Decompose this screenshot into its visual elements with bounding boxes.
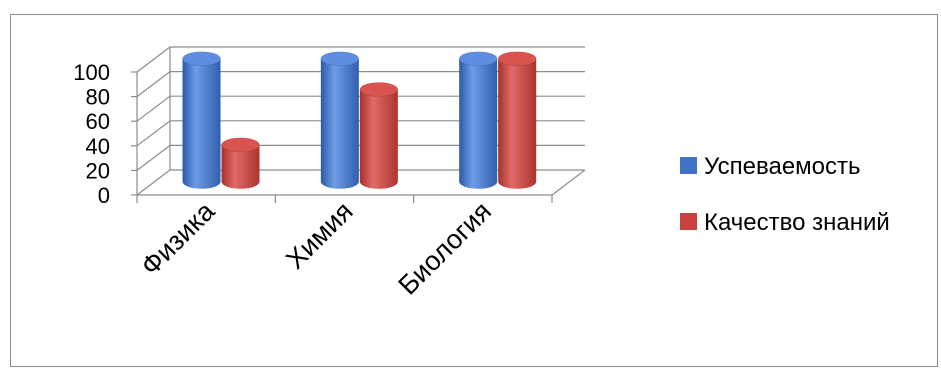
bar-body — [221, 144, 260, 189]
legend-item: Качество знаний — [680, 209, 890, 236]
y-tick-label: 40 — [86, 134, 110, 159]
bar-uspevaemost-0 — [182, 51, 221, 189]
bar-body — [498, 58, 537, 189]
bar-top — [497, 51, 537, 67]
bar-uspevaemost-1 — [320, 51, 360, 189]
legend-item: Успеваемость — [680, 153, 861, 180]
gridline-side — [136, 120, 171, 147]
bar-body — [459, 58, 498, 189]
bar-top — [221, 137, 260, 153]
legend-label: Успеваемость — [704, 153, 861, 180]
gridline-side — [136, 144, 171, 171]
y-tick-label: 80 — [86, 85, 110, 110]
x-category-label: Физика — [135, 195, 221, 281]
y-tick-label: 20 — [86, 158, 110, 183]
gridline-side — [136, 46, 171, 73]
legend-swatch — [680, 213, 697, 230]
bars — [182, 51, 537, 189]
legend-label: Качество знаний — [704, 209, 890, 236]
gridline-side — [136, 71, 171, 98]
bar-body — [320, 58, 359, 189]
bar-top — [458, 51, 498, 67]
bar-uspevaemost-2 — [458, 51, 498, 189]
gridline-side — [136, 95, 171, 122]
x-category-label: Биология — [393, 196, 498, 301]
x-category-label: Химия — [280, 196, 359, 275]
legend: Успеваемость Качество знаний — [680, 153, 890, 236]
y-tick-label: 100 — [73, 60, 110, 85]
bar-top — [320, 51, 360, 67]
bar-body — [359, 89, 398, 189]
bar-top — [182, 51, 221, 67]
legend-swatch — [680, 157, 697, 174]
floor-right-edge — [551, 169, 586, 196]
bar-kachestvo-2 — [497, 51, 537, 189]
bar-top — [359, 82, 399, 97]
bar-body — [182, 58, 221, 189]
bar-kachestvo-1 — [359, 82, 399, 189]
gridline-side — [136, 169, 171, 196]
y-tick-label: 60 — [86, 109, 110, 134]
axes — [131, 47, 586, 203]
bar-kachestvo-0 — [221, 137, 260, 189]
y-tick-label: 0 — [98, 183, 110, 208]
